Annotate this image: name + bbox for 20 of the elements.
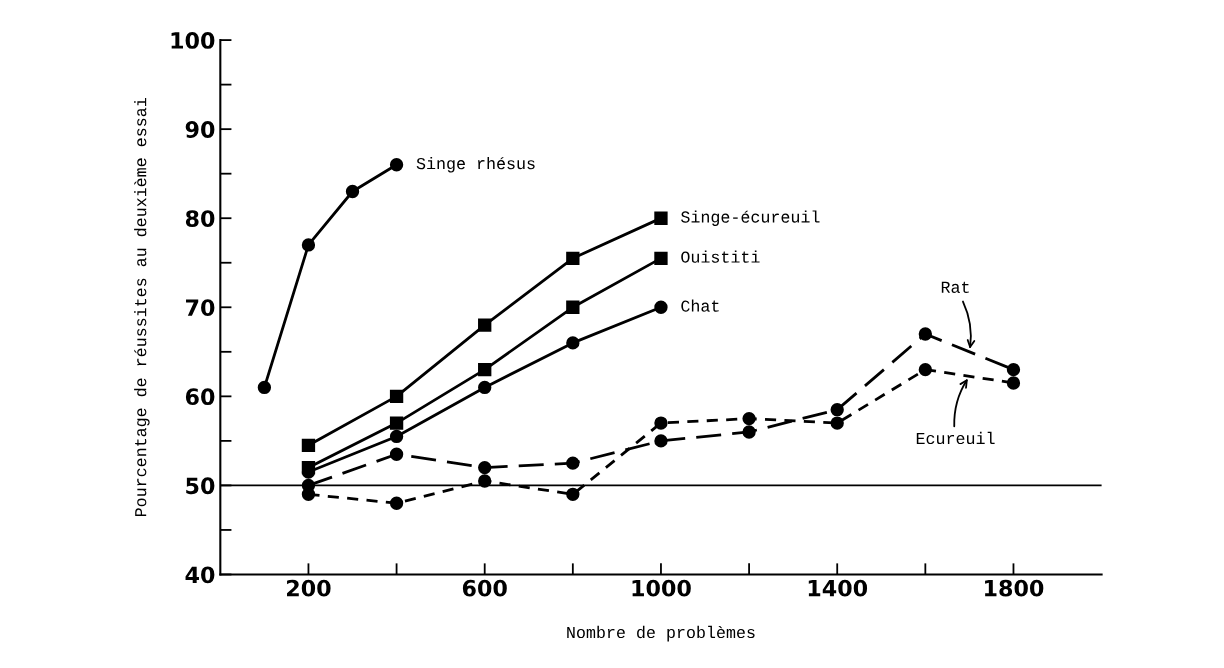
x-tick-label: 1800 (985, 579, 1044, 597)
x-axis-title: Nombre de problèmes (567, 625, 755, 642)
series-label: Ouistiti (681, 250, 760, 263)
x-tick-label: 1000 (632, 579, 691, 597)
y-tick-label: 50 (186, 477, 215, 495)
y-tick-label: 80 (185, 210, 215, 227)
series-label: Singe rhésus (416, 157, 535, 173)
y-axis-title: Pourcentage de réussites au deuxième essai (134, 98, 150, 517)
series-label: Singe-écureuil (681, 210, 820, 226)
text: Rat (941, 281, 969, 293)
y-tick-label: 100 (171, 32, 215, 49)
y-tick-label: 40 (185, 566, 215, 584)
x-tick-label: 600 (462, 579, 507, 597)
y-tick-label: 90 (185, 121, 215, 138)
x-tick-label: 200 (287, 579, 331, 597)
text: Ecureuil (916, 431, 995, 445)
y-tick-label: 70 (186, 299, 215, 317)
x-tick-label: 1400 (808, 579, 868, 597)
y-tick-label: 60 (185, 388, 215, 406)
series-label: Chat (681, 299, 719, 312)
